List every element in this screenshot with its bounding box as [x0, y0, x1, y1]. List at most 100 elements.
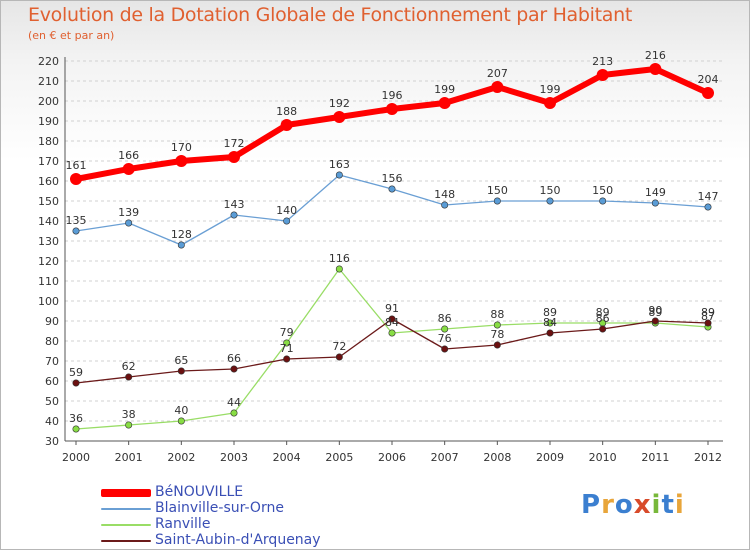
- y-tick-label: 190: [38, 115, 59, 128]
- data-label: 78: [490, 328, 504, 341]
- data-label: 88: [490, 308, 504, 321]
- data-point: [493, 321, 501, 329]
- data-point: [333, 111, 346, 123]
- data-point: [70, 173, 82, 185]
- data-label: 140: [276, 204, 297, 217]
- data-point: [493, 197, 501, 205]
- data-label: 44: [227, 396, 241, 409]
- data-label: 147: [698, 190, 719, 203]
- x-tick-label: 2004: [273, 451, 301, 464]
- data-point: [388, 315, 396, 323]
- data-label: 148: [434, 188, 455, 201]
- x-tick-label: 2005: [325, 451, 353, 464]
- data-point: [596, 69, 609, 81]
- data-point: [335, 171, 343, 179]
- data-label: 76: [438, 332, 452, 345]
- logo-letter: o: [614, 490, 634, 520]
- data-label: 59: [69, 366, 83, 379]
- series-line-2: [75, 268, 709, 430]
- data-label: 65: [174, 354, 188, 367]
- x-tick-label: 2010: [589, 451, 617, 464]
- data-label: 86: [596, 312, 610, 325]
- data-point: [335, 353, 343, 361]
- data-label: 116: [329, 252, 350, 265]
- legend-label: BéNOUVILLE: [155, 484, 244, 500]
- data-label: 89: [648, 306, 662, 319]
- data-point: [230, 365, 238, 373]
- logo-letter: P: [581, 490, 602, 520]
- data-label: 62: [122, 360, 136, 373]
- data-point: [72, 425, 80, 433]
- logo-letter: i: [651, 490, 662, 520]
- data-label: 163: [329, 158, 350, 171]
- data-label: 87: [701, 310, 715, 323]
- x-tick-label: 2006: [378, 451, 406, 464]
- y-tick-label: 60: [45, 375, 59, 388]
- logo-letter: r: [601, 490, 615, 520]
- data-point: [599, 197, 607, 205]
- logo-letter: x: [633, 490, 652, 520]
- data-label: 196: [382, 89, 403, 102]
- data-point: [228, 151, 240, 163]
- data-label: 199: [434, 83, 455, 96]
- chart-title: Evolution de la Dotation Globale de Fonc…: [28, 4, 633, 26]
- data-point: [546, 319, 554, 327]
- logo-letter: i: [674, 490, 685, 520]
- x-tick-label: 2002: [167, 451, 195, 464]
- data-point: [335, 265, 343, 273]
- data-label: 72: [332, 340, 346, 353]
- data-label: 86: [438, 312, 452, 325]
- data-label: 161: [66, 159, 87, 172]
- data-point: [283, 355, 291, 363]
- data-label: 199: [540, 83, 561, 96]
- legend-swatch: [101, 524, 151, 526]
- x-tick-label: 2009: [536, 451, 564, 464]
- data-label: 207: [487, 67, 508, 80]
- data-point: [704, 319, 712, 327]
- data-label: 150: [592, 184, 613, 197]
- legend-swatch: [101, 540, 151, 542]
- data-point: [280, 119, 293, 131]
- x-tick-label: 2012: [694, 451, 722, 464]
- data-point: [546, 329, 554, 337]
- data-label: 170: [171, 141, 192, 154]
- data-point: [283, 217, 291, 225]
- legend-swatch: [101, 489, 151, 497]
- y-tick-label: 30: [45, 435, 59, 448]
- data-label: 89: [596, 306, 610, 319]
- y-tick-label: 150: [38, 195, 59, 208]
- data-label: 135: [66, 214, 87, 227]
- y-tick-label: 70: [45, 355, 59, 368]
- y-tick-label: 40: [45, 415, 59, 428]
- y-tick-label: 170: [38, 155, 59, 168]
- data-point: [546, 197, 554, 205]
- data-point: [491, 81, 504, 93]
- data-label: 40: [174, 404, 188, 417]
- data-label: 143: [224, 198, 245, 211]
- data-point: [177, 241, 185, 249]
- data-point: [544, 97, 556, 109]
- logo-letter: t: [661, 490, 675, 520]
- data-label: 139: [118, 206, 139, 219]
- y-tick-label: 110: [38, 275, 59, 288]
- data-point: [230, 409, 238, 417]
- data-point: [599, 325, 607, 333]
- data-label: 216: [645, 49, 666, 62]
- data-point: [493, 341, 501, 349]
- data-label: 172: [224, 137, 245, 150]
- data-point: [122, 163, 135, 175]
- data-point: [125, 373, 133, 381]
- legend-swatch: [101, 508, 151, 510]
- legend-label: Blainville-sur-Orne: [155, 500, 284, 516]
- data-label: 71: [280, 342, 294, 355]
- y-tick-label: 80: [45, 335, 59, 348]
- data-label: 84: [543, 316, 557, 329]
- data-point: [388, 185, 396, 193]
- proxiti-logo: Proxiti: [581, 490, 685, 520]
- data-label: 150: [540, 184, 561, 197]
- data-label: 36: [69, 412, 83, 425]
- x-tick-label: 2000: [62, 451, 90, 464]
- x-tick-label: 2003: [220, 451, 248, 464]
- y-tick-label: 140: [38, 215, 59, 228]
